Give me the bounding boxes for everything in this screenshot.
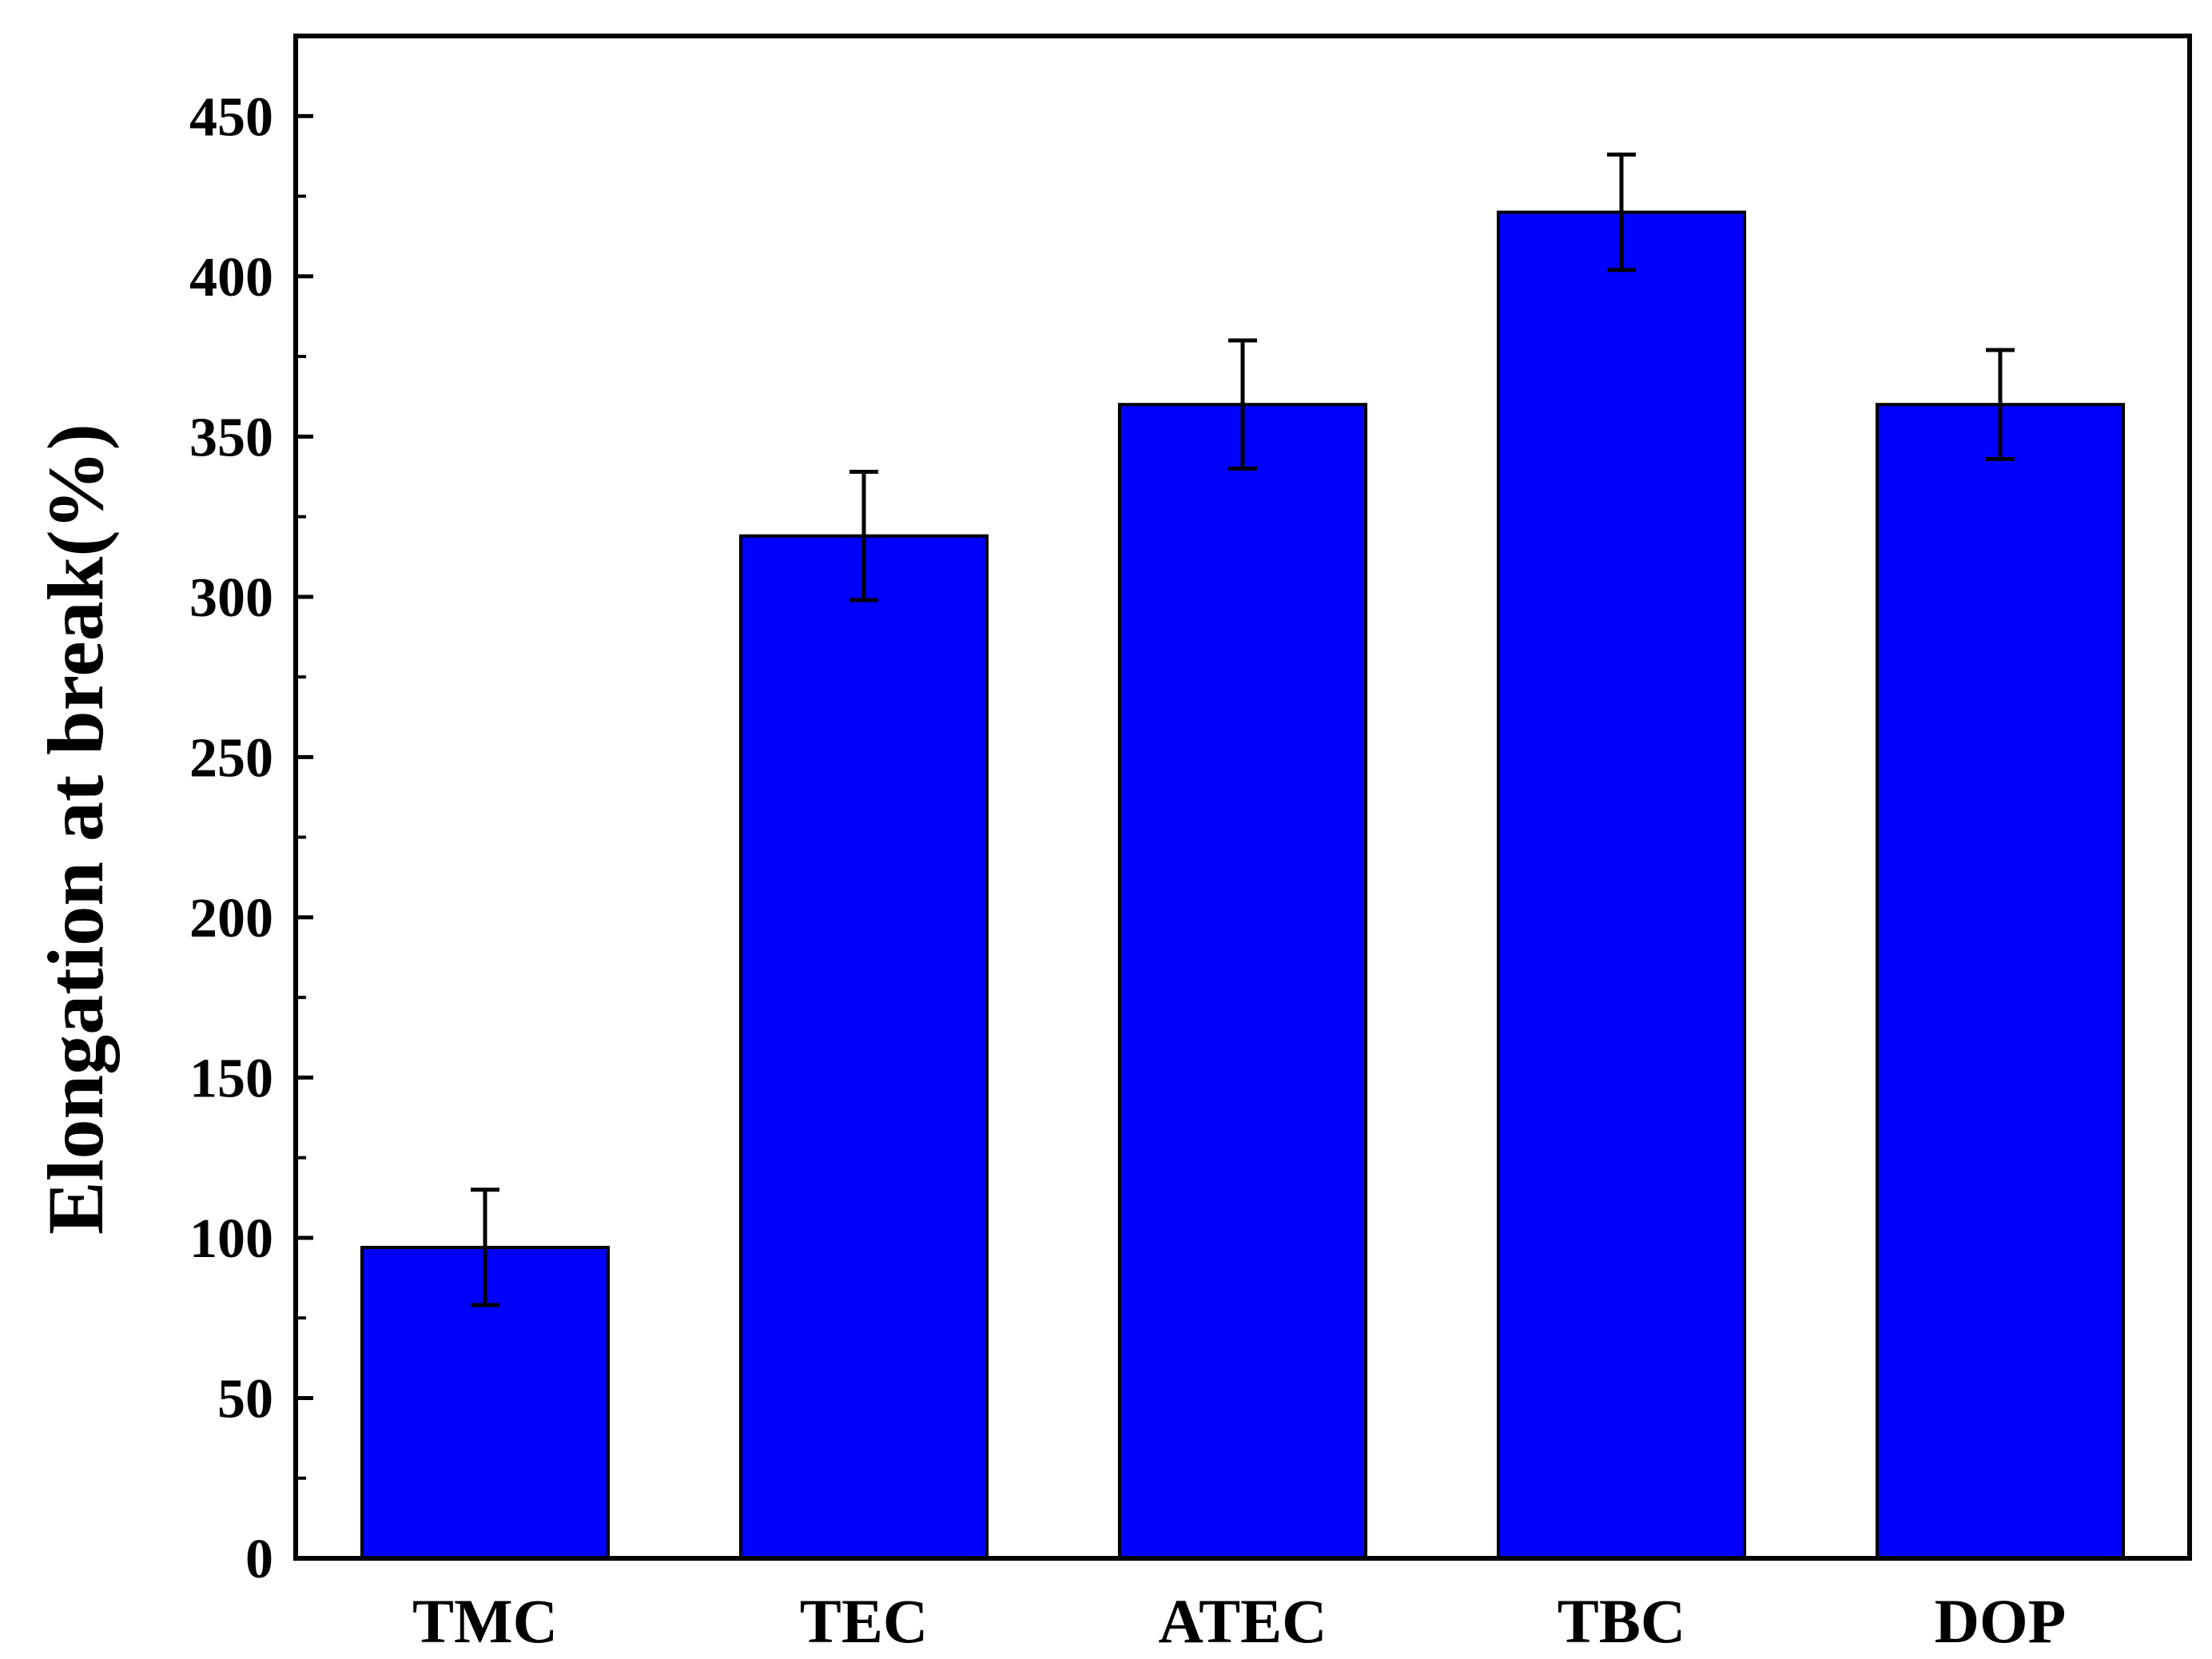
error-bar-tec: [849, 469, 878, 603]
bar-dop: [1875, 403, 2126, 1560]
y-tick-label: 50: [217, 1368, 273, 1430]
bar-tbc: [1496, 210, 1747, 1560]
x-tick-label-atec: ATEC: [1159, 1586, 1327, 1656]
y-tick-label: 350: [189, 407, 273, 468]
error-bar-atec: [1228, 338, 1257, 471]
x-tick-label-tbc: TBC: [1558, 1586, 1685, 1656]
x-tick-label-dop: DOP: [1935, 1586, 2067, 1656]
y-tick-label: 250: [189, 727, 273, 789]
bar-tec: [738, 534, 989, 1560]
error-bar-tmc: [471, 1188, 499, 1307]
y-tick-label: 150: [189, 1048, 273, 1109]
error-bar-tbc: [1607, 152, 1636, 273]
y-tick-label: 100: [189, 1208, 273, 1270]
y-tick-label: 450: [189, 86, 273, 148]
bar-atec: [1117, 403, 1368, 1560]
error-bar-dop: [1986, 348, 2015, 461]
y-tick-label: 300: [189, 567, 273, 629]
y-tick-label: 400: [189, 247, 273, 308]
plot-frame: [293, 34, 2192, 1561]
x-tick-label-tmc: TMC: [412, 1586, 558, 1656]
x-tick-label-tec: TEC: [800, 1586, 928, 1656]
error-bars-layer: [471, 152, 2015, 1307]
y-tick-label: 200: [189, 888, 273, 949]
y-tick-label: 0: [245, 1529, 273, 1590]
ticks-layer: [296, 113, 313, 1561]
y-axis-title: Elongation at break(%): [31, 424, 120, 1235]
